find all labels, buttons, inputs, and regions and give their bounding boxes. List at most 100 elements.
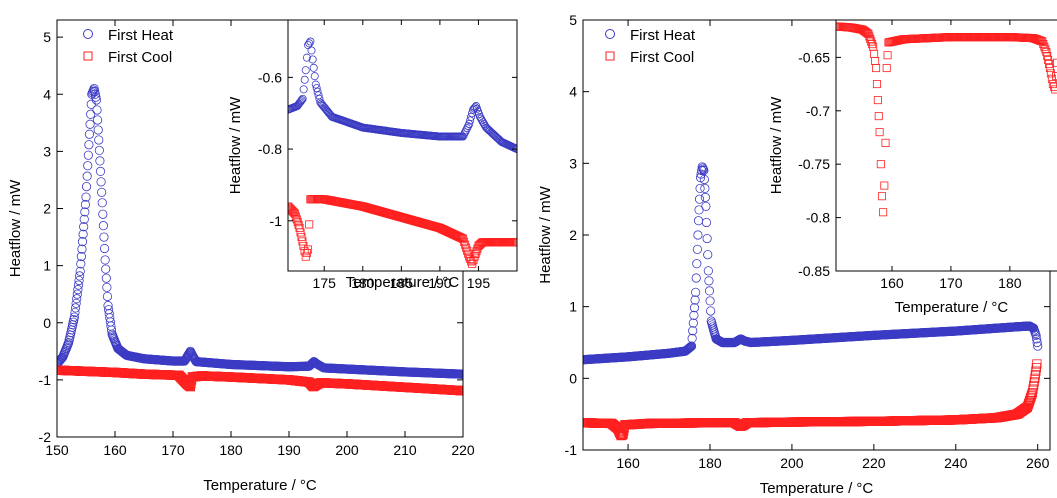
data-point: [299, 85, 308, 94]
data-point: [100, 255, 110, 265]
data-point: [702, 233, 712, 244]
y-tick-label: 1: [569, 299, 577, 315]
data-point: [185, 382, 195, 392]
data-point: [1043, 52, 1052, 61]
data-point: [1030, 370, 1040, 380]
data-point: [872, 80, 881, 89]
legend-label: First Heat: [108, 27, 174, 44]
data-point: [89, 83, 99, 94]
plot-area: [836, 22, 1057, 217]
data-point: [91, 92, 101, 102]
x-tick-label: 195: [467, 275, 491, 291]
series-first-cool: [836, 22, 1057, 217]
data-point: [296, 228, 305, 237]
data-point: [686, 341, 697, 351]
data-point: [704, 286, 715, 296]
data-point: [98, 209, 108, 219]
y-tick-label: 3: [569, 155, 577, 171]
data-point: [185, 381, 195, 391]
chart-panel-left-main: 150 160 170 180 190 200 210 220 -2 -1 0 1 2 3 4 5 Temper…: [7, 19, 475, 494]
data-point: [463, 124, 472, 133]
x-axis-label: Temperature / °C: [346, 274, 460, 291]
data-point: [288, 207, 297, 216]
x-tick-label: 210: [393, 442, 417, 458]
legend-marker-circle: [605, 29, 615, 39]
data-point: [312, 84, 321, 93]
data-point: [86, 109, 96, 119]
data-point: [98, 221, 109, 231]
plot-area: [57, 83, 463, 396]
data-point: [298, 94, 307, 103]
data-point: [69, 312, 80, 322]
data-point: [697, 165, 707, 176]
data-point: [463, 246, 472, 255]
data-point: [864, 29, 873, 38]
data-point: [470, 104, 479, 113]
data-point: [618, 429, 628, 439]
data-point: [102, 282, 112, 292]
data-point: [97, 187, 107, 197]
data-point: [690, 295, 700, 305]
data-point: [73, 285, 83, 295]
x-axis-label: Temperature / °C: [203, 477, 317, 494]
data-point: [464, 122, 473, 131]
x-tick-label: 190: [277, 442, 301, 458]
data-point: [295, 223, 304, 232]
y-axis-label: Heatflow / mW: [227, 96, 244, 194]
plot-area: [583, 162, 1043, 441]
data-point: [1031, 330, 1041, 340]
data-point: [881, 138, 890, 147]
y-axis-label: Heatflow / mW: [768, 96, 785, 194]
x-tick-label: 190: [428, 275, 452, 291]
data-point: [700, 192, 710, 202]
data-point: [684, 343, 694, 353]
data-point: [1029, 380, 1039, 391]
inset-background: [836, 20, 1057, 271]
data-point: [291, 212, 300, 221]
data-point: [184, 349, 194, 359]
data-point: [461, 240, 470, 249]
data-point: [692, 259, 702, 269]
data-point: [95, 166, 106, 176]
data-point: [699, 174, 709, 185]
series-first-heat: [57, 83, 463, 379]
data-point: [85, 119, 95, 129]
data-point: [691, 287, 701, 297]
data-point: [459, 234, 468, 243]
data-point: [83, 150, 93, 160]
y-tick-label: -0.8: [806, 210, 830, 226]
data-point: [93, 115, 103, 125]
data-point: [1032, 337, 1042, 348]
data-point: [693, 230, 703, 240]
data-point: [298, 237, 307, 246]
data-point: [1042, 48, 1051, 57]
data-point: [695, 183, 705, 194]
data-point: [873, 96, 882, 105]
data-point: [80, 199, 91, 210]
series-first-heat: [583, 162, 1043, 365]
data-point: [92, 105, 102, 115]
data-point: [75, 271, 85, 281]
data-point: [101, 264, 111, 274]
x-tick-label: 180: [698, 455, 722, 471]
data-point: [74, 275, 84, 286]
data-point: [467, 112, 476, 121]
data-point: [460, 237, 469, 246]
data-point: [71, 298, 81, 308]
axes-frame: [835, 19, 1057, 272]
data-point: [301, 66, 310, 75]
data-point: [1024, 397, 1034, 407]
data-point: [297, 232, 306, 241]
x-tick-label: 160: [103, 442, 127, 458]
data-point: [70, 307, 80, 318]
y-tick-label: 2: [569, 227, 577, 243]
data-point: [1025, 394, 1035, 404]
data-point: [95, 156, 105, 166]
x-axis-label: Temperature / °C: [760, 480, 874, 497]
data-point: [99, 232, 109, 242]
data-point: [465, 119, 474, 128]
data-point: [877, 192, 886, 201]
data-point: [874, 112, 883, 121]
data-point: [471, 249, 480, 258]
data-point: [72, 294, 82, 304]
